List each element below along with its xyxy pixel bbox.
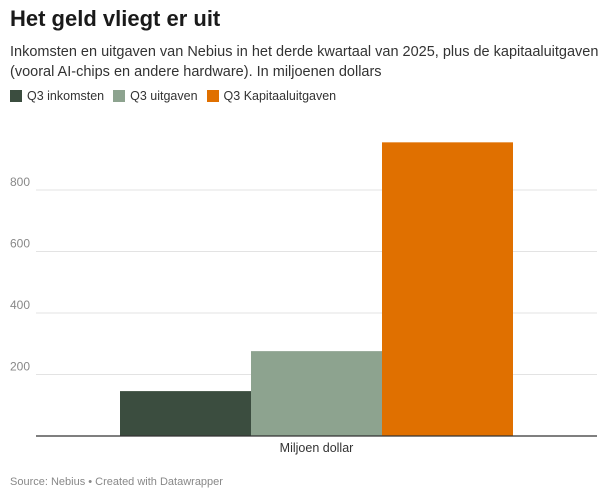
y-tick-label-600: 600 — [10, 237, 30, 251]
bar-q3-uitgaven — [251, 351, 382, 436]
y-tick-label-400: 400 — [10, 298, 30, 312]
legend-item-kapitaal: Q3 Kapitaaluitgaven — [206, 89, 337, 103]
legend-swatch-inkomsten — [10, 90, 22, 102]
legend-swatch-uitgaven — [113, 90, 126, 102]
legend-item-inkomsten: Q3 inkomsten — [10, 89, 104, 103]
legend-label-kapitaal: Q3 Kapitaaluitgaven — [223, 89, 337, 103]
x-category-label: Miljoen dollar — [280, 441, 354, 455]
bar-q3-kapitaaluitgaven — [382, 142, 513, 436]
bar-chart: 200 400 600 800 Miljoen dollar — [10, 142, 597, 455]
y-tick-label-200: 200 — [10, 360, 30, 374]
bar-q3-inkomsten — [120, 391, 251, 436]
chart-legend: Q3 inkomsten Q3 uitgaven Q3 Kapitaaluitg… — [10, 89, 345, 103]
chart-title: Het geld vliegt er uit — [10, 6, 221, 31]
y-tick-label-800: 800 — [10, 175, 30, 189]
legend-swatch-kapitaal — [206, 90, 219, 102]
legend-item-uitgaven: Q3 uitgaven — [113, 89, 198, 103]
chart-subtitle: Inkomsten en uitgaven van Nebius in het … — [10, 44, 599, 80]
chart-footer: Source: Nebius • Created with Datawrappe… — [10, 476, 223, 488]
legend-label-uitgaven: Q3 uitgaven — [130, 89, 198, 103]
legend-label-inkomsten: Q3 inkomsten — [27, 89, 105, 103]
